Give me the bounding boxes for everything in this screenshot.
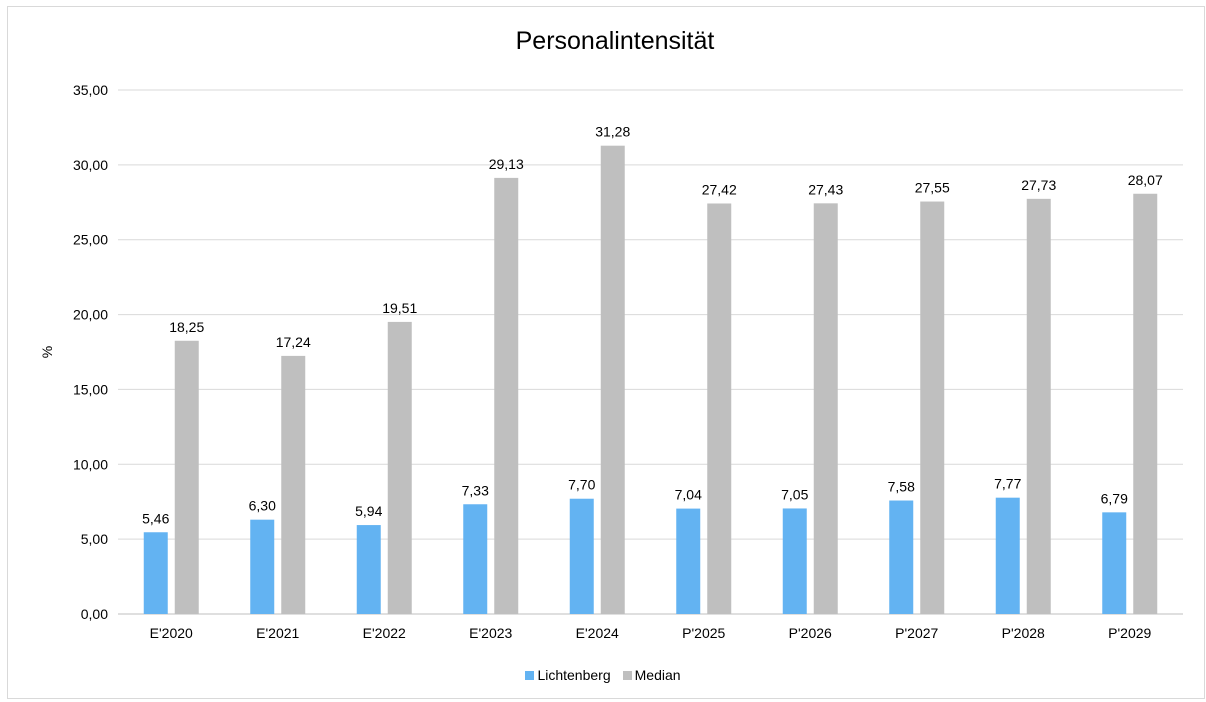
bar-median-2 [387, 321, 412, 614]
data-label-median: 31,28 [595, 124, 630, 140]
bar-median-5 [707, 203, 732, 614]
y-tick-label: 5,00 [81, 531, 108, 547]
x-tick-label: P'2027 [895, 625, 938, 641]
data-label-lichtenberg: 7,05 [781, 486, 808, 502]
data-label-lichtenberg: 7,33 [462, 482, 489, 498]
data-label-median: 27,43 [808, 181, 843, 197]
bar-lichtenberg-4 [569, 498, 594, 614]
bar-lichtenberg-5 [676, 508, 701, 614]
y-axis-label: % [39, 346, 55, 358]
gridlines [118, 89, 1183, 615]
y-axis-ticks: 0,00 5,00 10,00 15,00 20,00 25,00 30,00 35,00 [73, 82, 108, 622]
data-label-median: 27,42 [702, 181, 737, 197]
legend-swatch-median [622, 670, 632, 680]
data-label-lichtenberg: 5,94 [355, 503, 382, 519]
data-label-median: 29,13 [489, 156, 524, 172]
x-tick-label: E'2023 [469, 625, 512, 641]
bar-lichtenberg-2 [356, 525, 381, 614]
data-label-median: 28,07 [1128, 172, 1163, 188]
y-tick-label: 10,00 [73, 456, 108, 472]
bar-median-9 [1133, 193, 1158, 614]
bar-median-7 [920, 201, 945, 614]
data-label-lichtenberg: 7,70 [568, 477, 595, 493]
x-tick-label: E'2022 [363, 625, 406, 641]
bar-lichtenberg-6 [782, 508, 807, 614]
bar-median-4 [600, 145, 625, 614]
x-tick-label: P'2028 [1002, 625, 1045, 641]
bar-lichtenberg-8 [995, 497, 1020, 614]
data-label-lichtenberg: 7,58 [888, 479, 915, 495]
x-tick-label: P'2029 [1108, 625, 1151, 641]
data-label-lichtenberg: 7,04 [675, 487, 702, 503]
data-label-lichtenberg: 7,77 [994, 476, 1021, 492]
legend-item-median: Median [622, 667, 681, 683]
legend: Lichtenberg Median [0, 667, 1206, 683]
data-label-median: 18,25 [169, 319, 204, 335]
bar-median-1 [281, 355, 306, 614]
bar-median-3 [494, 177, 519, 615]
bar-median-0 [174, 340, 199, 614]
bar-lichtenberg-3 [463, 504, 488, 614]
data-label-median: 27,55 [915, 180, 950, 196]
bar-median-8 [1026, 198, 1051, 614]
x-axis-ticks: E'2020 E'2021 E'2022 E'2023 E'2024 P'2025 P'20… [150, 625, 1152, 641]
bar-lichtenberg-7 [889, 500, 914, 614]
data-label-lichtenberg: 5,46 [142, 510, 169, 526]
x-tick-label: E'2024 [576, 625, 619, 641]
data-label-median: 17,24 [276, 334, 311, 350]
bars [143, 145, 1158, 615]
y-tick-label: 0,00 [81, 606, 108, 622]
data-label-median: 19,51 [382, 300, 417, 316]
y-tick-label: 30,00 [73, 157, 108, 173]
bar-lichtenberg-9 [1102, 512, 1127, 614]
y-tick-label: 25,00 [73, 232, 108, 248]
legend-label-median: Median [634, 667, 681, 683]
legend-item-lichtenberg: Lichtenberg [525, 667, 611, 683]
bar-lichtenberg-1 [250, 519, 275, 614]
x-tick-label: E'2021 [256, 625, 299, 641]
bar-lichtenberg-0 [143, 532, 168, 614]
data-label-lichtenberg: 6,30 [249, 498, 276, 514]
chart-title: Personalintensität [515, 27, 715, 55]
x-tick-label: P'2025 [682, 625, 725, 641]
y-tick-label: 20,00 [73, 307, 108, 323]
data-label-median: 27,73 [1021, 177, 1056, 193]
x-tick-label: E'2020 [150, 625, 193, 641]
y-tick-label: 35,00 [73, 82, 108, 98]
y-tick-label: 15,00 [73, 381, 108, 397]
legend-swatch-lichtenberg [525, 670, 535, 680]
legend-label-lichtenberg: Lichtenberg [537, 667, 611, 683]
data-labels: 5,46 18,25 6,30 17,24 5,94 19,51 7,33 29,13 7,70… [142, 124, 1163, 527]
data-label-lichtenberg: 6,79 [1101, 490, 1128, 506]
bar-median-6 [813, 203, 838, 614]
x-tick-label: P'2026 [789, 625, 832, 641]
